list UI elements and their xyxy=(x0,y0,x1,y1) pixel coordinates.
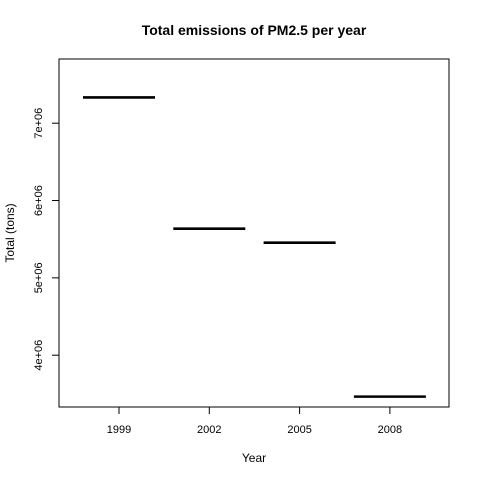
y-axis: 4e+06 5e+06 6e+06 7e+06 xyxy=(33,108,59,371)
x-tick-label: 2008 xyxy=(378,424,402,436)
x-tick-label: 2002 xyxy=(197,424,221,436)
x-axis-label: Year xyxy=(242,451,266,465)
y-tick-label: 4e+06 xyxy=(33,340,45,371)
y-tick-label: 6e+06 xyxy=(33,185,45,216)
y-axis-label: Total (tons) xyxy=(3,203,17,262)
y-tick-label: 5e+06 xyxy=(33,262,45,293)
data-marks xyxy=(83,97,426,396)
y-tick-label: 7e+06 xyxy=(33,108,45,139)
x-axis: 1999 2002 2005 2008 xyxy=(107,407,402,436)
x-tick-label: 2005 xyxy=(287,424,311,436)
chart-title: Total emissions of PM2.5 per year xyxy=(142,22,367,38)
x-tick-label: 1999 xyxy=(107,424,131,436)
plot-frame xyxy=(59,59,449,407)
